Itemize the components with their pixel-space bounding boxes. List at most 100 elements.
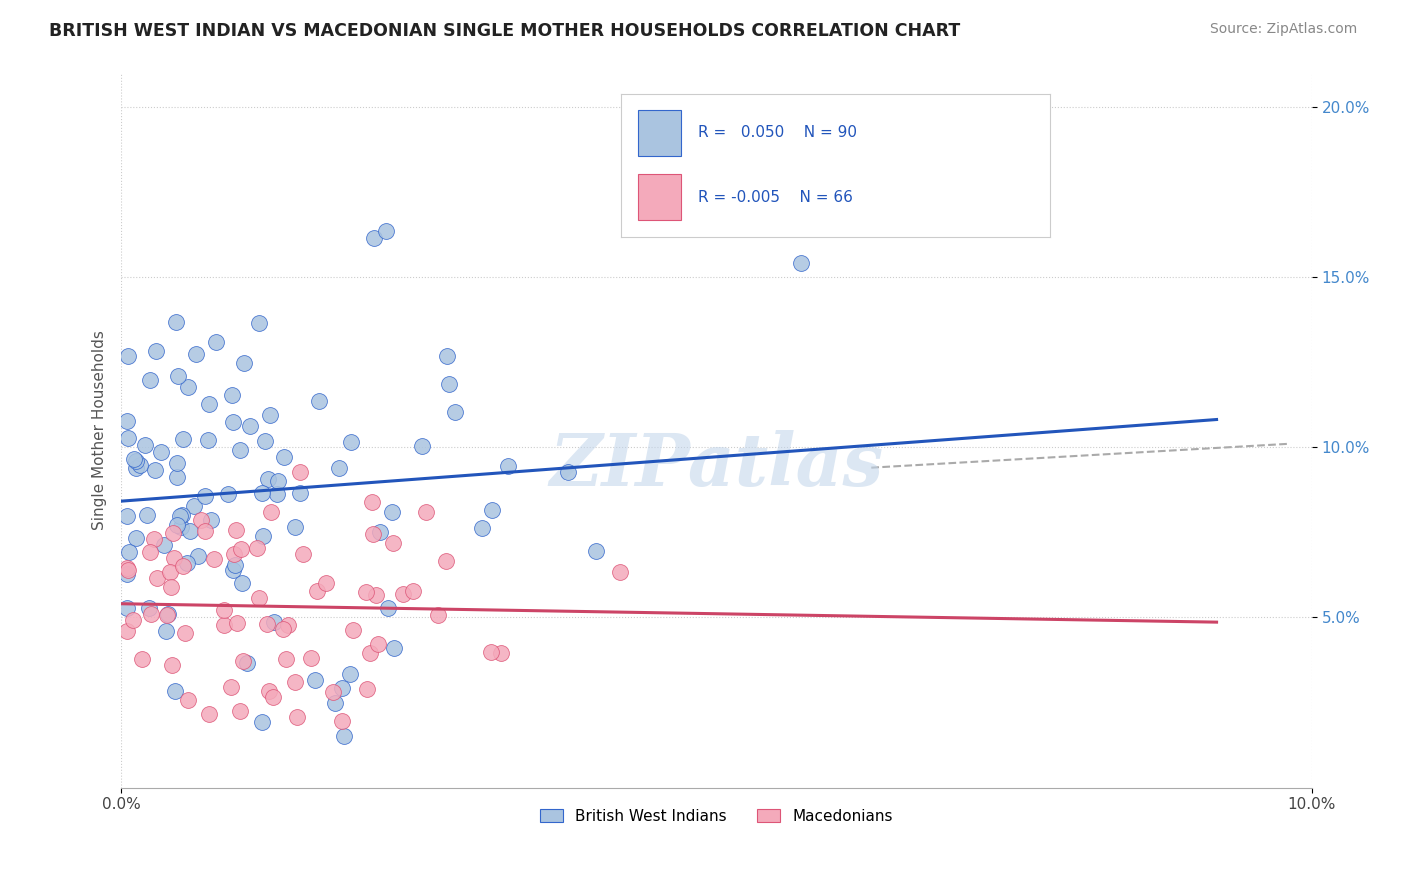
Point [273, 450, 295, 464]
Point [259, 409, 281, 423]
Point [231, 542, 253, 557]
Point [496, 458, 519, 473]
Point [145, 344, 167, 359]
Point [135, 508, 157, 523]
Point [356, 681, 378, 696]
Point [481, 645, 503, 659]
Point [246, 541, 269, 555]
Point [233, 355, 256, 369]
Point [256, 617, 278, 632]
Point [226, 615, 249, 630]
Point [288, 465, 311, 479]
Point [252, 529, 274, 543]
Point [117, 349, 139, 363]
Point [212, 602, 235, 616]
Point [177, 693, 200, 707]
Point [375, 224, 398, 238]
Point [247, 316, 270, 330]
Point [174, 625, 197, 640]
Point [260, 505, 283, 519]
Point [284, 675, 307, 690]
Point [139, 372, 162, 386]
Point [159, 565, 181, 579]
Point [356, 584, 378, 599]
Y-axis label: Single Mother Households: Single Mother Households [93, 330, 107, 530]
Point [222, 415, 245, 429]
Point [229, 705, 252, 719]
Point [415, 505, 437, 519]
Point [308, 394, 330, 409]
Point [232, 654, 254, 668]
Point [333, 730, 356, 744]
Point [194, 524, 217, 539]
Point [585, 544, 607, 558]
Point [401, 583, 423, 598]
Point [224, 558, 246, 572]
Point [172, 432, 194, 446]
Point [250, 486, 273, 500]
Point [239, 419, 262, 434]
Point [202, 551, 225, 566]
Point [228, 443, 250, 458]
Point [231, 576, 253, 591]
Point [190, 513, 212, 527]
Point [221, 388, 243, 402]
Point [200, 513, 222, 527]
Point [263, 615, 285, 630]
Point [364, 588, 387, 602]
Point [204, 335, 226, 350]
Point [146, 571, 169, 585]
Point [157, 607, 180, 621]
Point [183, 499, 205, 513]
Point [115, 509, 138, 524]
Point [129, 458, 152, 472]
Point [117, 562, 139, 576]
Point [328, 460, 350, 475]
Point [121, 613, 143, 627]
Point [165, 315, 187, 329]
Point [153, 537, 176, 551]
Point [439, 376, 461, 391]
Point [304, 673, 326, 688]
Point [609, 565, 631, 579]
Point [491, 647, 513, 661]
Point [131, 652, 153, 666]
Point [359, 646, 381, 660]
Point [219, 680, 242, 694]
Point [340, 434, 363, 449]
Point [381, 536, 404, 550]
Point [382, 640, 405, 655]
Point [197, 706, 219, 721]
Point [315, 575, 337, 590]
Legend: British West Indians, Macedonians: British West Indians, Macedonians [534, 803, 898, 830]
Point [194, 489, 217, 503]
Point [160, 657, 183, 672]
Point [125, 454, 148, 468]
Point [217, 487, 239, 501]
Point [434, 554, 457, 568]
Point [342, 623, 364, 637]
Point [271, 622, 294, 636]
Point [125, 531, 148, 545]
Point [170, 520, 193, 534]
Point [332, 681, 354, 696]
Point [115, 414, 138, 428]
Point [274, 651, 297, 665]
Point [224, 547, 246, 561]
Point [367, 637, 389, 651]
Point [471, 521, 494, 535]
Point [411, 439, 433, 453]
Point [179, 524, 201, 538]
Point [138, 601, 160, 615]
Point [436, 349, 458, 363]
Point [426, 607, 449, 622]
Point [156, 607, 179, 622]
Point [155, 624, 177, 638]
Point [392, 587, 415, 601]
Point [299, 651, 322, 665]
Point [377, 600, 399, 615]
Point [212, 618, 235, 632]
Point [169, 508, 191, 523]
Point [370, 525, 392, 540]
Point [166, 518, 188, 533]
